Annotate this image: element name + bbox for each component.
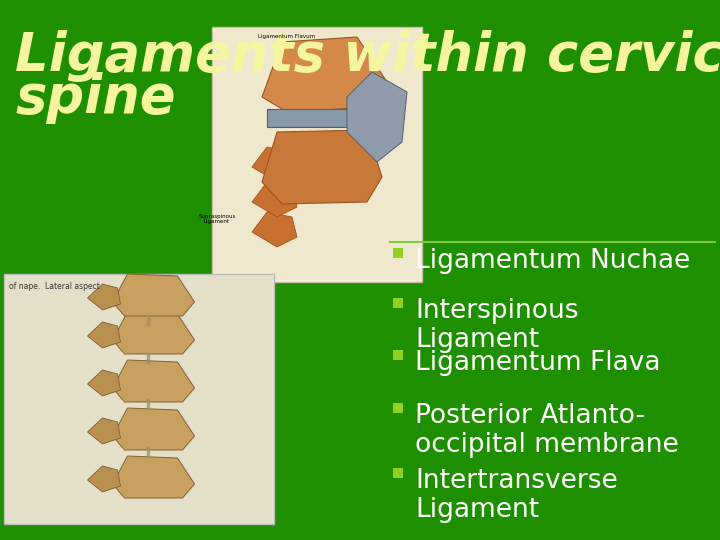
Polygon shape — [262, 37, 387, 112]
Polygon shape — [262, 130, 382, 204]
Polygon shape — [88, 284, 120, 310]
Polygon shape — [112, 456, 194, 498]
Text: Posterior Atlanto-
occipital membrane: Posterior Atlanto- occipital membrane — [415, 403, 679, 458]
Text: Intertransverse
Ligament: Intertransverse Ligament — [415, 468, 618, 523]
Bar — [4, 274, 274, 524]
Bar — [267, 109, 367, 127]
Text: Interspinous
Ligament: Interspinous Ligament — [415, 298, 578, 353]
Bar — [393, 403, 403, 413]
Polygon shape — [112, 360, 194, 402]
Polygon shape — [112, 408, 194, 450]
Bar — [393, 350, 403, 360]
Text: Ligamentum Flavum: Ligamentum Flavum — [258, 34, 315, 39]
Bar — [6, 276, 272, 522]
Polygon shape — [88, 466, 120, 492]
Bar — [212, 27, 422, 282]
Text: Ligaments within cervical: Ligaments within cervical — [15, 30, 720, 82]
Bar — [214, 29, 420, 280]
Text: Ligamentum Flava: Ligamentum Flava — [415, 350, 660, 376]
Polygon shape — [112, 312, 194, 354]
Polygon shape — [347, 72, 407, 162]
Text: of nape.  Lateral aspect: of nape. Lateral aspect — [9, 282, 100, 291]
Bar — [393, 298, 403, 308]
Text: Supraspinous
Ligament: Supraspinous Ligament — [198, 214, 235, 225]
Text: spine: spine — [15, 72, 176, 124]
Polygon shape — [88, 418, 120, 444]
Polygon shape — [88, 370, 120, 396]
Bar — [393, 468, 403, 478]
Polygon shape — [88, 322, 120, 348]
Bar — [393, 248, 403, 258]
Polygon shape — [252, 147, 297, 182]
Polygon shape — [112, 274, 194, 316]
Polygon shape — [252, 212, 297, 247]
Text: Ligamentum Nuchae: Ligamentum Nuchae — [415, 248, 690, 274]
Polygon shape — [252, 182, 297, 217]
